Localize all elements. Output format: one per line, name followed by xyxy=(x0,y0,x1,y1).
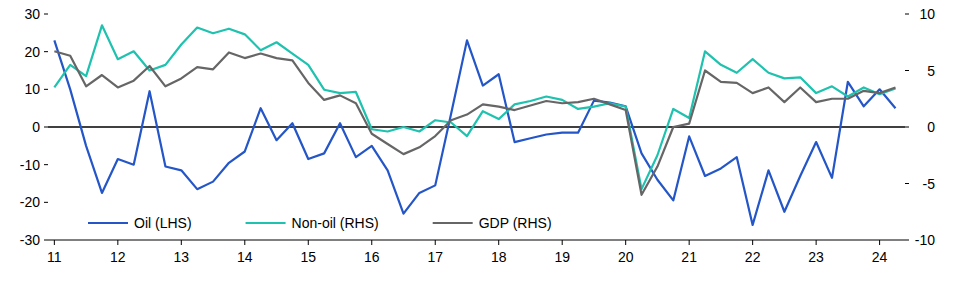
y2-tick xyxy=(905,127,909,128)
x-tick xyxy=(181,240,182,245)
y-tick xyxy=(44,89,48,90)
legend-swatch xyxy=(88,222,128,224)
y-tick xyxy=(44,127,48,128)
x-tick xyxy=(244,240,245,245)
y2-tick xyxy=(905,14,909,15)
x-tick xyxy=(562,240,563,245)
x-tick-label: 12 xyxy=(110,249,126,265)
x-tick-label: 18 xyxy=(491,249,507,265)
x-tick xyxy=(879,240,880,245)
x-tick-label: 20 xyxy=(618,249,634,265)
y2-tick xyxy=(905,240,909,241)
y2-tick xyxy=(905,70,909,71)
legend-label: Oil (LHS) xyxy=(134,215,192,231)
y2-tick-label: -5 xyxy=(923,176,936,192)
y-tick xyxy=(44,14,48,15)
y-tick-label: -30 xyxy=(20,232,40,248)
x-tick-label: 22 xyxy=(745,249,761,265)
x-tick-label: 23 xyxy=(808,249,824,265)
y-tick-label: 0 xyxy=(32,119,40,135)
y-tick-label: 20 xyxy=(24,44,40,60)
legend-label: GDP (RHS) xyxy=(479,215,552,231)
y-tick xyxy=(44,164,48,165)
x-tick xyxy=(371,240,372,245)
x-tick xyxy=(498,240,499,245)
series-line xyxy=(54,25,895,189)
plot-area xyxy=(54,25,895,225)
x-tick-label: 17 xyxy=(427,249,443,265)
y-tick-label: 30 xyxy=(24,6,40,22)
x-tick xyxy=(435,240,436,245)
zero-line xyxy=(48,126,905,128)
series-line xyxy=(54,40,895,225)
y2-tick-label: -10 xyxy=(915,232,935,248)
x-tick-label: 21 xyxy=(681,249,697,265)
y2-tick xyxy=(905,183,909,184)
x-tick xyxy=(54,240,55,245)
x-tick-label: 13 xyxy=(174,249,190,265)
x-tick xyxy=(816,240,817,245)
y2-tick-label: 0 xyxy=(927,119,935,135)
x-tick-label: 11 xyxy=(47,249,62,265)
x-tick xyxy=(689,240,690,245)
y2-tick-label: 5 xyxy=(927,63,935,79)
x-tick-label: 15 xyxy=(300,249,316,265)
legend-label: Non-oil (RHS) xyxy=(292,215,379,231)
series-line xyxy=(54,51,895,195)
x-tick xyxy=(625,240,626,245)
y-tick-label: 10 xyxy=(24,81,40,97)
legend-swatch xyxy=(246,222,286,224)
y-tick xyxy=(44,51,48,52)
legend: Oil (LHS) Non-oil (RHS) GDP (RHS) xyxy=(88,215,552,231)
x-tick xyxy=(752,240,753,245)
x-tick-label: 24 xyxy=(872,249,888,265)
chart: -30 -20 -10 0 10 20 30 -10 -5 0 5 10 11 12 13 14 15 16 17 1… xyxy=(0,0,962,284)
y-tick-label: -20 xyxy=(20,194,40,210)
y-tick-label: -10 xyxy=(20,157,40,173)
x-tick-label: 16 xyxy=(364,249,380,265)
x-tick-label: 14 xyxy=(237,249,253,265)
x-tick xyxy=(117,240,118,245)
legend-swatch xyxy=(433,222,473,224)
x-tick-label: 19 xyxy=(554,249,570,265)
y-tick xyxy=(44,240,48,241)
y-tick xyxy=(44,202,48,203)
y2-tick-label: 10 xyxy=(919,6,935,22)
x-tick xyxy=(308,240,309,245)
x-axis xyxy=(48,240,905,241)
